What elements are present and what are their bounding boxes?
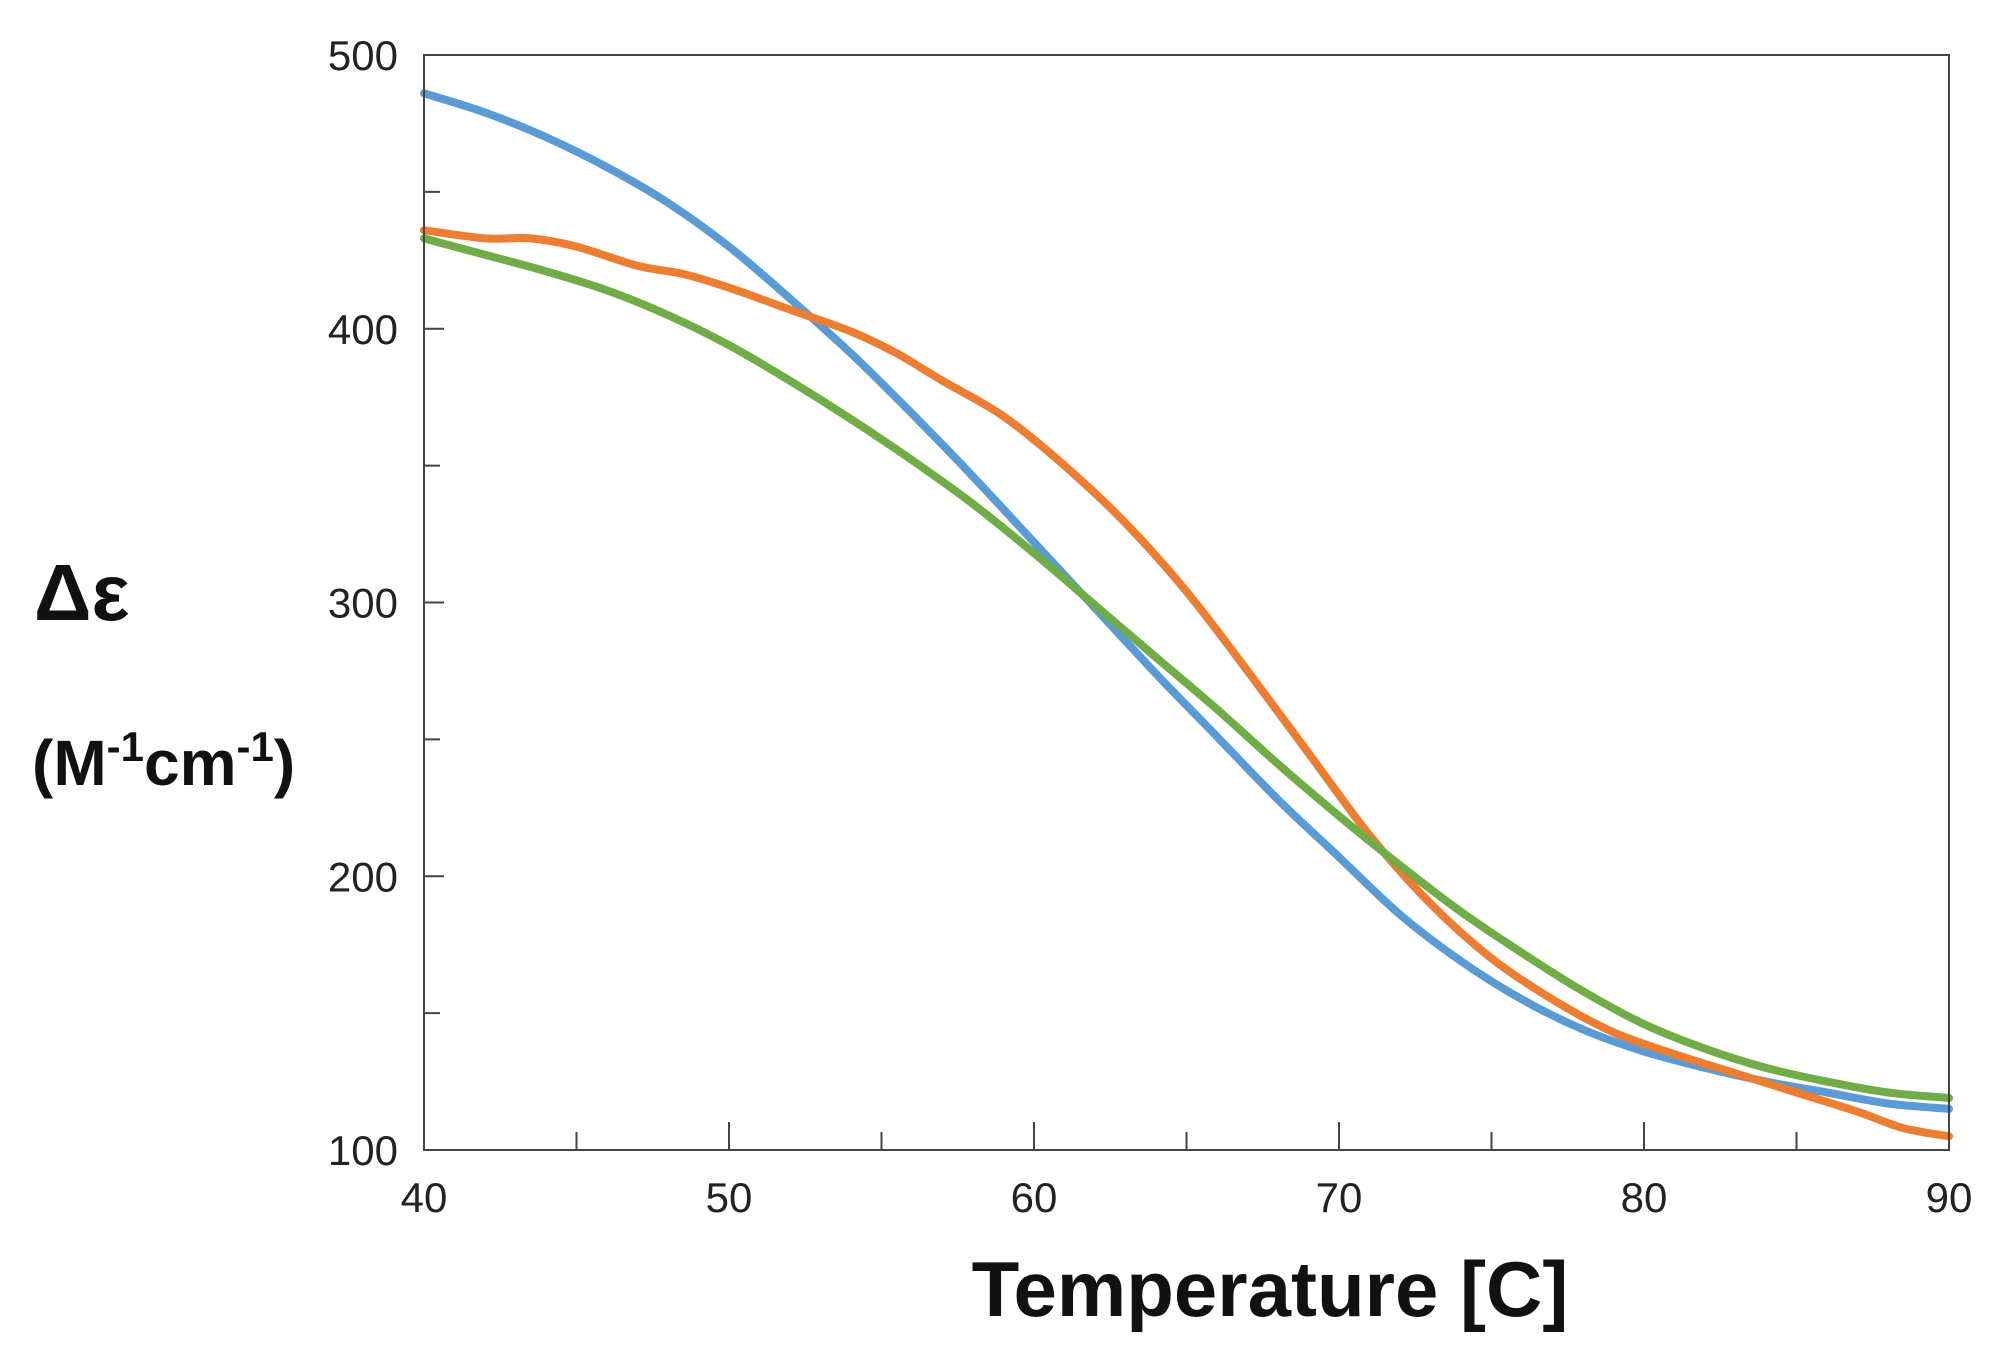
- y-tick-label: 500: [328, 32, 398, 79]
- x-tick-label: 60: [1011, 1174, 1058, 1221]
- y-axis-title-units: (M-1cm-1): [32, 723, 295, 799]
- x-tick-label: 70: [1316, 1174, 1363, 1221]
- minor-ticks: [424, 190, 1798, 1150]
- y-units-prefix: (M: [32, 727, 107, 799]
- x-tick-label: 80: [1621, 1174, 1668, 1221]
- y-tick-label: 200: [328, 853, 398, 900]
- series-line-green: [420, 234, 1953, 1102]
- y-units-sup-2: -1: [236, 723, 273, 770]
- x-tick-labels: 40 50 60 70 80 90: [401, 1174, 1973, 1221]
- x-tick-label: 50: [706, 1174, 753, 1221]
- y-units-sup-1: -1: [107, 723, 144, 770]
- x-axis-title: Temperature [C]: [972, 1245, 1569, 1333]
- series-layer: [420, 89, 1953, 1141]
- y-tick-label: 300: [328, 580, 398, 627]
- series-line-blue: [420, 89, 1953, 1113]
- x-tick-label: 90: [1926, 1174, 1973, 1221]
- x-tick-label: 40: [401, 1174, 448, 1221]
- y-tick-label: 100: [328, 1127, 398, 1174]
- y-tick-label: 400: [328, 306, 398, 353]
- series-line-orange: [420, 226, 1953, 1141]
- plot-frame: [423, 54, 1950, 1151]
- y-tick-labels: 100 200 300 400 500: [328, 32, 398, 1174]
- y-units-mid: cm: [144, 727, 237, 799]
- y-units-suffix: ): [274, 727, 295, 799]
- y-axis-title-symbol: Δε: [34, 548, 129, 637]
- major-ticks: [423, 54, 1950, 1151]
